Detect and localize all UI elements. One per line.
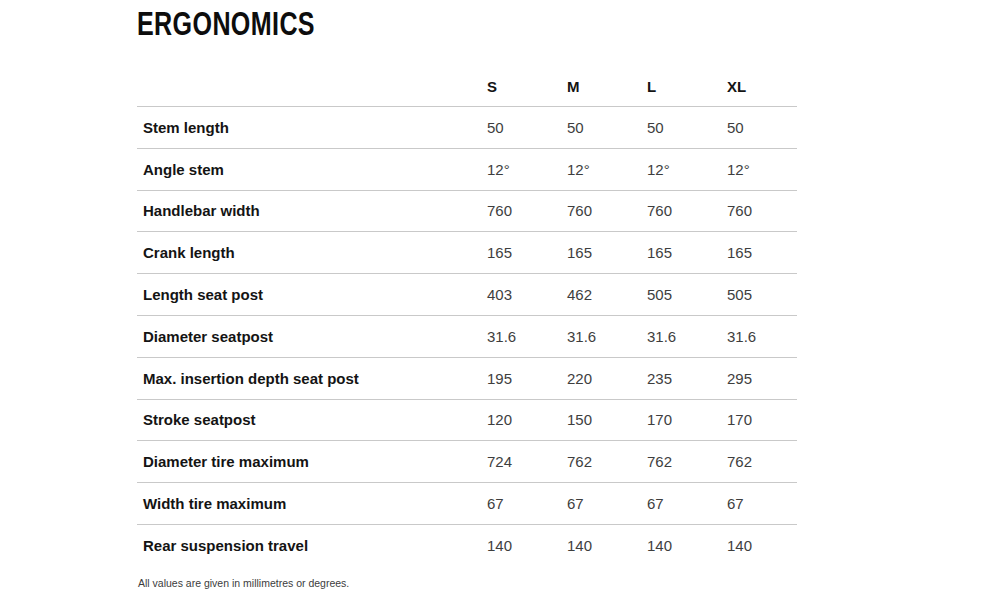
- cell-value-m: 150: [567, 411, 647, 428]
- cell-value-s: 140: [487, 537, 567, 554]
- column-header-l: L: [647, 78, 727, 95]
- cell-value-xl: 140: [727, 537, 797, 554]
- column-header-m: M: [567, 78, 647, 95]
- cell-value-s: 724: [487, 453, 567, 470]
- cell-value-m: 762: [567, 453, 647, 470]
- cell-value-l: 67: [647, 495, 727, 512]
- table-row-crank-length: Crank length 165 165 165 165: [137, 231, 797, 273]
- row-label: Handlebar width: [137, 202, 487, 219]
- row-label: Width tire maximum: [137, 495, 487, 512]
- table-row-handlebar-width: Handlebar width 760 760 760 760: [137, 190, 797, 232]
- cell-value-xl: 31.6: [727, 328, 797, 345]
- row-label: Diameter seatpost: [137, 328, 487, 345]
- table-row-angle-stem: Angle stem 12° 12° 12° 12°: [137, 148, 797, 190]
- cell-value-m: 165: [567, 244, 647, 261]
- row-label: Rear suspension travel: [137, 537, 487, 554]
- cell-value-m: 462: [567, 286, 647, 303]
- cell-value-m: 31.6: [567, 328, 647, 345]
- cell-value-s: 12°: [487, 161, 567, 178]
- cell-value-xl: 505: [727, 286, 797, 303]
- row-label: Crank length: [137, 244, 487, 261]
- table-row-length-seat-post: Length seat post 403 462 505 505: [137, 273, 797, 315]
- table-row-rear-suspension-travel: Rear suspension travel 140 140 140 140: [137, 524, 797, 566]
- cell-value-l: 170: [647, 411, 727, 428]
- units-footnote: All values are given in millimetres or d…: [137, 577, 797, 589]
- row-label: Stem length: [137, 119, 487, 136]
- cell-value-m: 12°: [567, 161, 647, 178]
- column-header-s: S: [487, 78, 567, 95]
- ergonomics-section: ERGONOMICS S M L XL Stem length 50 50 50…: [137, 7, 797, 589]
- cell-value-xl: 295: [727, 370, 797, 387]
- cell-value-l: 760: [647, 202, 727, 219]
- cell-value-xl: 50: [727, 119, 797, 136]
- cell-value-s: 195: [487, 370, 567, 387]
- cell-value-xl: 170: [727, 411, 797, 428]
- cell-value-l: 165: [647, 244, 727, 261]
- cell-value-l: 140: [647, 537, 727, 554]
- cell-value-m: 50: [567, 119, 647, 136]
- page: ERGONOMICS S M L XL Stem length 50 50 50…: [0, 0, 1000, 600]
- table-row-diameter-seatpost: Diameter seatpost 31.6 31.6 31.6 31.6: [137, 315, 797, 357]
- cell-value-l: 50: [647, 119, 727, 136]
- table-row-stroke-seatpost: Stroke seatpost 120 150 170 170: [137, 399, 797, 441]
- ergonomics-table: S M L XL Stem length 50 50 50 50 Angle s…: [137, 66, 797, 566]
- row-label: Max. insertion depth seat post: [137, 370, 487, 387]
- cell-value-s: 31.6: [487, 328, 567, 345]
- cell-value-s: 50: [487, 119, 567, 136]
- cell-value-xl: 760: [727, 202, 797, 219]
- table-row-diameter-tire-maximum: Diameter tire maximum 724 762 762 762: [137, 440, 797, 482]
- table-header-row: S M L XL: [137, 66, 797, 106]
- cell-value-s: 120: [487, 411, 567, 428]
- cell-value-s: 403: [487, 286, 567, 303]
- row-label: Diameter tire maximum: [137, 453, 487, 470]
- cell-value-xl: 67: [727, 495, 797, 512]
- cell-value-l: 762: [647, 453, 727, 470]
- cell-value-l: 235: [647, 370, 727, 387]
- cell-value-s: 760: [487, 202, 567, 219]
- cell-value-xl: 762: [727, 453, 797, 470]
- cell-value-l: 31.6: [647, 328, 727, 345]
- column-header-xl: XL: [727, 78, 797, 95]
- table-row-max-insertion-depth: Max. insertion depth seat post 195 220 2…: [137, 357, 797, 399]
- cell-value-xl: 12°: [727, 161, 797, 178]
- cell-value-l: 505: [647, 286, 727, 303]
- cell-value-m: 140: [567, 537, 647, 554]
- cell-value-m: 67: [567, 495, 647, 512]
- cell-value-xl: 165: [727, 244, 797, 261]
- cell-value-m: 220: [567, 370, 647, 387]
- cell-value-s: 67: [487, 495, 567, 512]
- cell-value-m: 760: [567, 202, 647, 219]
- table-row-stem-length: Stem length 50 50 50 50: [137, 106, 797, 148]
- cell-value-l: 12°: [647, 161, 727, 178]
- row-label: Length seat post: [137, 286, 487, 303]
- table-row-width-tire-maximum: Width tire maximum 67 67 67 67: [137, 482, 797, 524]
- cell-value-s: 165: [487, 244, 567, 261]
- row-label: Angle stem: [137, 161, 487, 178]
- row-label: Stroke seatpost: [137, 411, 487, 428]
- page-title: ERGONOMICS: [137, 7, 639, 41]
